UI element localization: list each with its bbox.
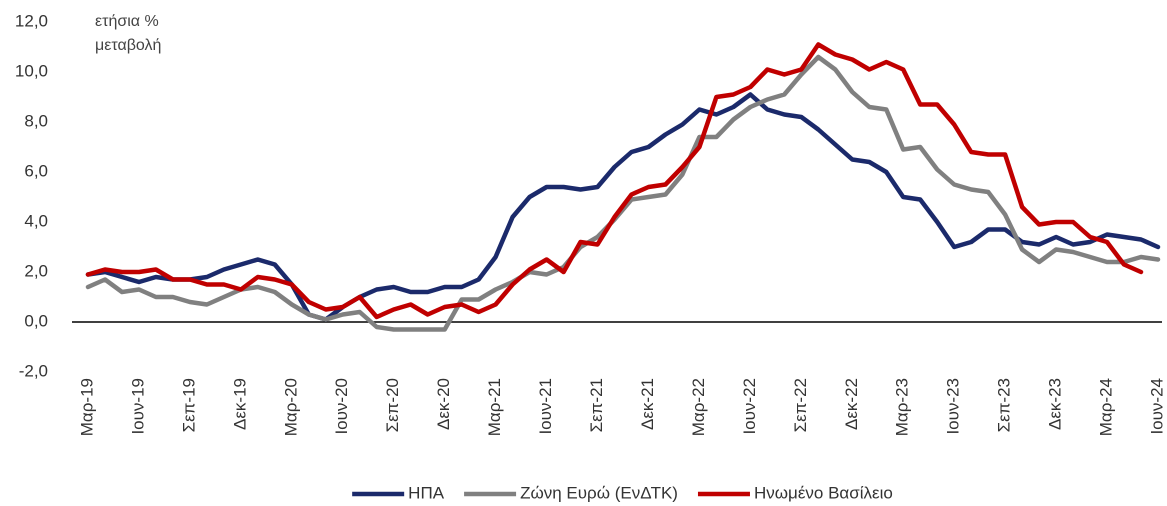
x-tick-label: Μαρ-19: [77, 378, 96, 436]
legend-label: ΗΠΑ: [408, 483, 445, 502]
x-tick-label: Ιουν-24: [1147, 378, 1166, 435]
legend-label: Ηνωμένο Βασίλειο: [754, 483, 893, 502]
x-tick-label: Μαρ-21: [485, 378, 504, 436]
x-tick-label: Μαρ-22: [689, 378, 708, 436]
x-tick-label: Ιουν-19: [128, 378, 147, 435]
x-tick-label: Μαρ-23: [893, 378, 912, 436]
series-line: [85, 54, 1161, 332]
x-tick-label: Σεπ-23: [995, 378, 1014, 432]
x-tick-label: Ιουν-23: [944, 378, 963, 435]
x-tick-label: Δεκ-23: [1046, 378, 1065, 430]
x-tick-label: Σεπ-21: [587, 378, 606, 432]
x-tick-label: Σεπ-19: [179, 378, 198, 432]
x-tick-label: Δεκ-19: [230, 378, 249, 430]
y-tick-label: 10,0: [15, 61, 48, 80]
x-tick-label: Ιουν-22: [740, 378, 759, 435]
x-tick-label: Ιουν-20: [332, 378, 351, 435]
y-tick-label: 8,0: [24, 111, 48, 130]
y-axis-label: ετήσια %: [95, 13, 159, 30]
y-tick-label: 0,0: [24, 311, 48, 330]
x-tick-label: Σεπ-22: [791, 378, 810, 432]
y-tick-label: 12,0: [15, 11, 48, 30]
y-tick-label: 4,0: [24, 211, 48, 230]
legend-label: Ζώνη Ευρώ (ΕνΔΤΚ): [520, 483, 678, 502]
x-tick-label: Ιουν-21: [536, 378, 555, 435]
x-tick-label: Μαρ-24: [1097, 378, 1116, 436]
y-tick-label: 6,0: [24, 161, 48, 180]
x-tick-label: Δεκ-22: [842, 378, 861, 430]
series-line: [85, 42, 1144, 320]
x-tick-label: Δεκ-20: [434, 378, 453, 430]
y-tick-label: 2,0: [24, 261, 48, 280]
x-tick-label: Σεπ-20: [383, 378, 402, 432]
y-axis-label: μεταβολή: [95, 37, 161, 54]
series-line: [85, 92, 1161, 322]
x-tick-label: Μαρ-20: [281, 378, 300, 436]
y-tick-label: -2,0: [19, 361, 48, 380]
x-tick-label: Δεκ-21: [638, 378, 657, 430]
